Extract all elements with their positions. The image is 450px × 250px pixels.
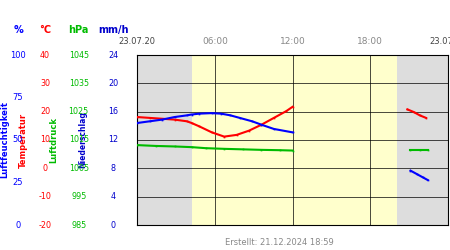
Text: Luftfeuchtigkeit: Luftfeuchtigkeit <box>0 102 9 178</box>
Text: 06:00: 06:00 <box>202 37 228 46</box>
Text: 10: 10 <box>40 136 50 144</box>
Text: 1015: 1015 <box>69 136 89 144</box>
Text: 0: 0 <box>15 220 21 230</box>
Text: °C: °C <box>39 25 51 35</box>
Text: 40: 40 <box>40 50 50 59</box>
Text: Niederschlag: Niederschlag <box>79 112 88 168</box>
Text: 12:00: 12:00 <box>279 37 306 46</box>
Text: -20: -20 <box>39 220 51 230</box>
Text: 25: 25 <box>13 178 23 187</box>
Text: 18:00: 18:00 <box>357 37 383 46</box>
Text: %: % <box>13 25 23 35</box>
Text: 75: 75 <box>13 93 23 102</box>
Text: 20: 20 <box>40 107 50 116</box>
Text: Erstellt: 21.12.2024 18:59: Erstellt: 21.12.2024 18:59 <box>225 238 333 247</box>
Text: 1035: 1035 <box>69 79 89 88</box>
Text: 1005: 1005 <box>69 164 89 173</box>
Text: 30: 30 <box>40 79 50 88</box>
Text: Temperatur: Temperatur <box>19 112 28 168</box>
Text: hPa: hPa <box>68 25 89 35</box>
Text: 24: 24 <box>108 50 118 59</box>
Text: 8: 8 <box>111 164 116 173</box>
Text: 50: 50 <box>13 136 23 144</box>
Text: 100: 100 <box>10 50 26 59</box>
Text: 23.07.20: 23.07.20 <box>119 37 156 46</box>
Text: Luftdruck: Luftdruck <box>50 117 58 163</box>
Text: 0: 0 <box>111 220 116 230</box>
Text: 12: 12 <box>108 136 118 144</box>
Text: -10: -10 <box>39 192 51 201</box>
Text: 4: 4 <box>111 192 116 201</box>
Text: 16: 16 <box>108 107 118 116</box>
Text: 1025: 1025 <box>68 107 89 116</box>
Text: 20: 20 <box>108 79 118 88</box>
Bar <box>192 55 396 225</box>
Text: mm/h: mm/h <box>98 25 129 35</box>
Text: 985: 985 <box>71 220 86 230</box>
Text: 23.07.20: 23.07.20 <box>429 37 450 46</box>
Text: 1045: 1045 <box>69 50 89 59</box>
Text: 0: 0 <box>42 164 48 173</box>
Text: 995: 995 <box>71 192 86 201</box>
